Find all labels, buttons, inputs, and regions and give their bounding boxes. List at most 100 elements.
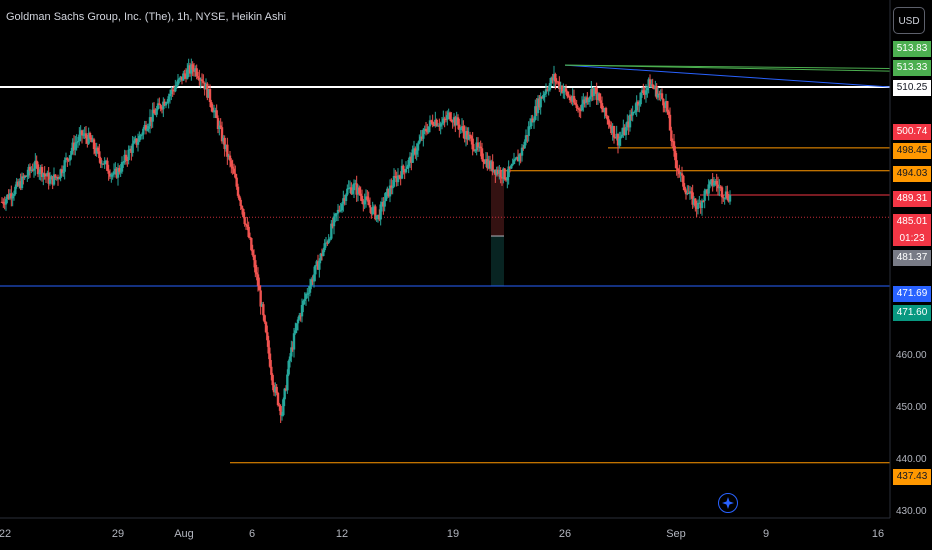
candle [43,166,46,180]
candle [368,197,372,213]
candle [559,81,562,96]
candle [52,167,56,186]
candle [107,164,110,181]
candle [576,105,580,113]
candle [283,387,286,407]
candle [214,107,217,119]
candle [156,98,160,111]
candle [327,234,330,245]
candle [75,134,78,151]
candle [168,89,172,104]
candle [276,391,280,407]
candle [447,108,450,120]
candle [362,198,365,212]
trend-line-2 [564,64,891,72]
candle [558,76,561,93]
candle [391,180,394,195]
candle [360,189,364,204]
candle [26,169,29,182]
candle [632,111,636,114]
candle [579,105,582,119]
candle [570,95,573,105]
candle [202,74,205,84]
candle [702,199,705,203]
candle [444,111,448,123]
candle [11,192,14,207]
candle [308,278,312,297]
candle [476,137,480,152]
candle [218,120,221,136]
price-label: 437.43 [893,469,931,485]
candle [323,239,326,253]
candle [682,174,685,191]
candle [404,161,408,174]
currency-button[interactable]: USD [893,7,925,34]
candle [606,115,609,125]
candle [59,168,62,182]
candle [638,100,641,113]
horizontal-lines[interactable] [0,86,890,464]
candle [488,155,492,172]
candle [116,163,120,186]
candle [256,267,260,292]
candle [664,93,668,113]
candle [692,196,696,208]
candle [42,172,45,186]
candle [482,153,485,169]
candle [347,180,350,190]
candle [134,135,137,143]
candle [100,160,104,169]
candle [414,146,417,159]
candle [127,145,130,165]
time-tick: 29 [111,528,125,540]
candle [208,84,212,108]
candle [170,86,173,101]
candle [672,133,676,157]
candle [615,125,618,141]
candle [200,73,204,87]
candle [522,144,525,151]
candle [102,163,105,165]
candle [138,131,141,143]
candle [271,373,274,391]
candle [194,65,197,77]
candle [67,159,70,163]
price-label: 510.25 [893,80,931,96]
candle [7,189,10,200]
candle [594,86,597,94]
candle [595,82,598,105]
candle [140,132,144,140]
candle [634,103,637,115]
candle [295,323,298,334]
candle [511,158,514,167]
candle [418,134,421,145]
candle [666,100,669,115]
candle [27,164,30,179]
candle [96,146,100,155]
trend-lines[interactable] [564,64,891,88]
candle [524,129,528,146]
candle [496,166,500,177]
candle [210,99,213,112]
candle [263,314,266,324]
candle [324,236,328,248]
candle [18,178,21,189]
candle [510,163,513,170]
candle [150,117,153,129]
candle [627,115,630,135]
candle [635,95,638,117]
candle [652,84,656,90]
candle [326,240,329,247]
candle [316,254,320,270]
candle [711,173,714,192]
candle [530,115,533,130]
candle [624,122,628,141]
candle [386,186,389,199]
candle [468,131,472,142]
position-tool[interactable] [491,170,504,286]
candle [647,77,650,94]
go-to-realtime-button[interactable] [718,493,738,513]
candle [186,63,189,80]
candle [691,184,694,209]
